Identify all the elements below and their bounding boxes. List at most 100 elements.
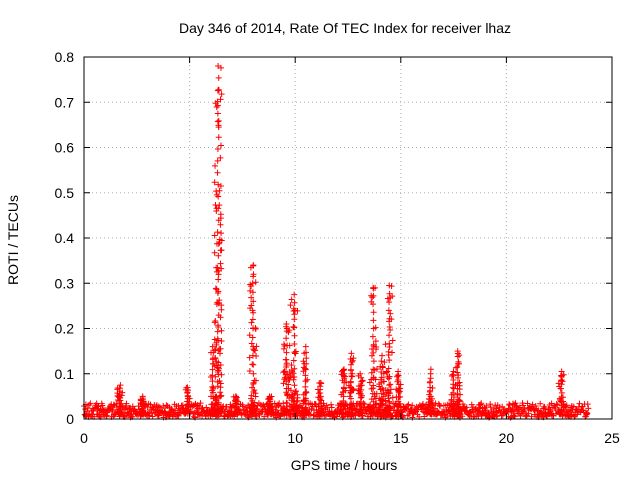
data-point — [215, 347, 222, 354]
data-point — [215, 312, 222, 319]
data-point — [283, 385, 290, 392]
data-point — [487, 404, 494, 411]
data-point — [266, 393, 273, 400]
data-point — [214, 169, 221, 176]
data-point — [368, 352, 375, 359]
data-point — [215, 86, 222, 93]
data-point — [214, 98, 221, 105]
data-point — [282, 374, 289, 381]
data-point — [294, 397, 301, 404]
data-point — [370, 284, 377, 291]
data-point — [291, 291, 298, 298]
data-point — [291, 349, 298, 356]
data-point — [350, 355, 357, 362]
data-point — [395, 372, 402, 379]
data-points — [81, 63, 592, 421]
data-point — [455, 406, 462, 413]
data-point — [379, 396, 386, 403]
data-point — [291, 365, 298, 372]
data-point — [454, 401, 461, 408]
data-point — [150, 404, 157, 411]
data-point — [386, 357, 393, 364]
data-point — [215, 359, 222, 366]
data-point — [209, 389, 216, 396]
data-point — [291, 341, 298, 348]
data-point — [214, 264, 221, 271]
data-point — [378, 368, 385, 375]
data-point — [283, 320, 290, 327]
data-point — [558, 389, 565, 396]
data-point — [348, 401, 355, 408]
data-point — [250, 343, 257, 350]
data-point — [370, 292, 377, 299]
data-point — [428, 411, 435, 418]
data-point — [215, 323, 222, 330]
data-point — [454, 353, 461, 360]
data-point — [376, 395, 383, 402]
data-point — [256, 411, 263, 418]
data-point — [358, 382, 365, 389]
data-point — [386, 373, 393, 380]
data-point — [214, 229, 221, 236]
data-point — [216, 297, 223, 304]
data-point — [216, 202, 223, 209]
data-point — [250, 298, 257, 305]
data-point — [357, 370, 364, 377]
data-point — [455, 411, 462, 418]
data-point — [385, 365, 392, 372]
data-point — [454, 374, 461, 381]
data-point — [103, 412, 110, 419]
data-point — [283, 378, 290, 385]
data-point — [215, 205, 222, 212]
data-point — [389, 349, 396, 356]
data-point — [116, 391, 123, 398]
data-point — [203, 404, 210, 411]
data-point — [386, 340, 393, 347]
data-point — [252, 347, 259, 354]
data-point — [211, 319, 218, 326]
data-point — [340, 366, 347, 373]
data-point — [454, 396, 461, 403]
data-point — [163, 402, 170, 409]
data-point — [214, 335, 221, 342]
data-point — [155, 403, 162, 410]
data-point — [370, 358, 377, 365]
data-point — [249, 352, 256, 359]
data-point — [348, 406, 355, 413]
data-point — [512, 413, 519, 420]
data-point — [268, 411, 275, 418]
data-point — [387, 381, 394, 388]
y-tick-label: 0.1 — [55, 366, 75, 382]
data-point — [281, 368, 288, 375]
data-point — [454, 390, 461, 397]
data-point — [212, 317, 219, 324]
data-point — [483, 402, 490, 409]
data-point — [454, 369, 461, 376]
data-point — [385, 390, 392, 397]
data-point — [211, 336, 218, 343]
data-point — [395, 398, 402, 405]
data-point — [419, 401, 426, 408]
data-point — [347, 389, 354, 396]
data-point — [378, 401, 385, 408]
data-point — [168, 405, 175, 412]
data-point — [557, 372, 564, 379]
data-point — [382, 341, 389, 348]
data-point — [450, 406, 457, 413]
data-point — [291, 390, 298, 397]
data-point — [437, 403, 444, 410]
data-point — [369, 333, 376, 340]
data-point — [453, 406, 460, 413]
data-point — [348, 373, 355, 380]
y-tick-label: 0.6 — [55, 140, 75, 156]
data-point — [215, 240, 222, 247]
data-point — [387, 294, 394, 301]
data-point — [345, 411, 352, 418]
data-point — [250, 406, 257, 413]
data-point — [248, 392, 255, 399]
data-point — [249, 397, 256, 404]
data-point — [117, 403, 124, 410]
data-point — [386, 290, 393, 297]
data-point — [292, 348, 299, 355]
data-point — [184, 389, 191, 396]
